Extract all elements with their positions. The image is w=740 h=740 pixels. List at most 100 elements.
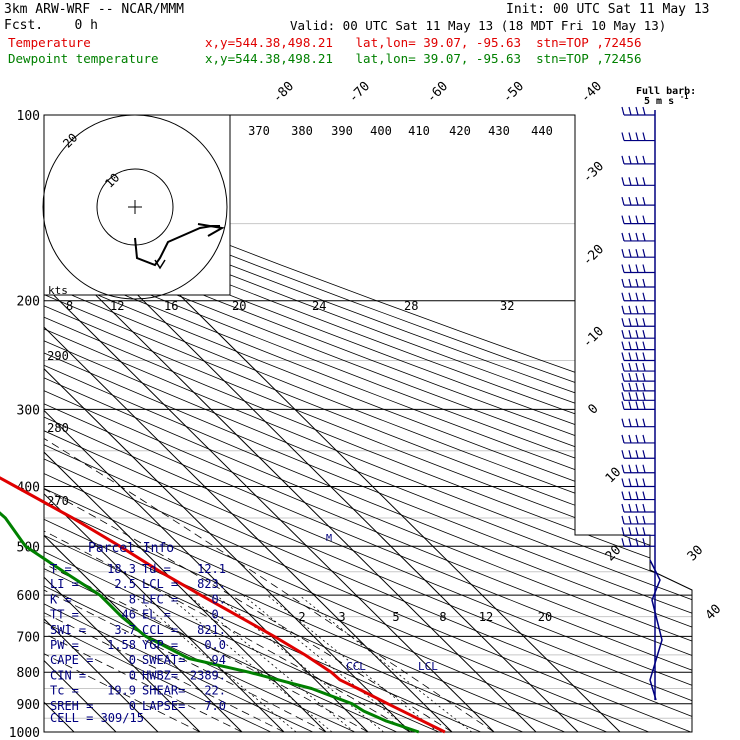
- theta-label: 420: [449, 124, 471, 138]
- wind-barb: [621, 249, 655, 258]
- low-level-wind-trace: [649, 559, 663, 701]
- speed-tick-20: 20: [232, 299, 246, 313]
- hodograph-marker: [154, 259, 166, 270]
- theta-label: 370: [248, 124, 270, 138]
- dry-adiabat: [44, 115, 692, 732]
- mixing-ratio-label: 3: [338, 610, 345, 624]
- wind-barb: [621, 450, 655, 459]
- mixing-ratio-label: 8: [439, 610, 446, 624]
- wind-barb: [621, 503, 655, 513]
- temperature-location: x,y=544.38,498.21 lat,lon= 39.07, -95.63…: [205, 35, 642, 50]
- hodograph-arrow: [197, 223, 225, 237]
- pressure-label-700: 700: [17, 630, 40, 645]
- wind-barb: [621, 264, 655, 274]
- wind-barb: [621, 177, 655, 186]
- hodograph: 10 20: [42, 114, 231, 300]
- isotherm-label: -40: [578, 79, 605, 106]
- speed-tick-32: 32: [500, 299, 514, 313]
- dry-adiabat: [44, 115, 692, 732]
- dry-adiabat: [44, 115, 692, 732]
- parcel-key-right: YGP =: [142, 638, 178, 652]
- dry-adiabat: [44, 115, 692, 732]
- parcel-key-left: TT =: [50, 608, 79, 622]
- dry-adiabat: [44, 115, 692, 732]
- wind-barb: [621, 197, 655, 206]
- dry-adiabat: [44, 115, 692, 732]
- moist-adiabat: [44, 300, 285, 732]
- parcel-value-right: 821.: [197, 623, 226, 637]
- parcel-info: Parcel Info T = 18.3 Td = 12.1 LI = 2.5 LCL = 8…: [50, 541, 226, 725]
- hodograph-speed-axis: kts 8 12 16 20 24 28 32: [48, 284, 514, 313]
- parcel-key-left: LI =: [50, 577, 79, 591]
- parcel-value-left: 0: [129, 653, 136, 667]
- theta-label: 430: [488, 124, 510, 138]
- isotherm-label: -20: [580, 242, 607, 269]
- parcel-key-left: CIN =: [50, 668, 86, 682]
- isotherm-label: 40: [703, 602, 725, 624]
- dry-adiabat: [44, 115, 271, 732]
- speed-tick-8: 8: [66, 299, 73, 313]
- kts-label: kts: [48, 284, 68, 297]
- hodograph-ring-outer: [42, 114, 228, 300]
- parcel-value-right: 94: [212, 653, 226, 667]
- parcel-cell: CELL = 309/15: [50, 711, 144, 725]
- dry-adiabat: [44, 115, 692, 732]
- dry-adiabat: [44, 115, 692, 732]
- wind-barb: [621, 527, 655, 536]
- dry-adiabat: [44, 115, 313, 732]
- barb-legend-exp: -1: [680, 93, 688, 101]
- parcel-row: K = 8 LFC = 0.: [50, 592, 226, 606]
- isotherm-label: -80: [270, 79, 297, 106]
- parcel-value-right: 0.: [212, 592, 226, 606]
- valid-time: Valid: 00 UTC Sat 11 May 13 (18 MDT Fri …: [290, 18, 667, 33]
- parcel-key-left: SWI =: [50, 623, 86, 637]
- dry-adiabat: [44, 115, 692, 732]
- parcel-row: Tc = 19.9 SHEAR= 22.: [50, 684, 226, 698]
- wind-barb: [621, 132, 655, 142]
- pressure-label-300: 300: [17, 403, 40, 418]
- isotherm-label: -60: [424, 79, 451, 106]
- m-marker: M: [326, 533, 332, 544]
- wind-barb: [621, 373, 655, 382]
- dry-adiabat: [44, 115, 481, 732]
- wind-barb: [621, 232, 655, 242]
- parcel-value-right: 22.: [204, 684, 226, 698]
- ccl-marker: CCL: [346, 660, 366, 673]
- dry-adiabat: [44, 115, 692, 732]
- wind-barb: [621, 215, 655, 225]
- isotherm-label: -50: [500, 79, 527, 106]
- wind-barb: [621, 401, 655, 410]
- wind-barb: [621, 464, 655, 474]
- parcel-row: PW = 1.58 YGP = 0.0: [50, 638, 226, 652]
- parcel-value-right: 823.: [197, 577, 226, 591]
- wind-barb: [621, 418, 655, 428]
- dry-adiabat: [44, 115, 692, 732]
- dewpoint-legend: Dewpoint temperature: [8, 51, 159, 66]
- model-title: 3km ARW-WRF -- NCAR/MMM: [4, 2, 185, 17]
- parcel-row: TT = 46 EL = 0.: [50, 608, 226, 622]
- dry-adiabat: [44, 115, 692, 732]
- hodograph-center-plus: [128, 200, 142, 214]
- pressure-label-800: 800: [17, 666, 40, 681]
- parcel-row: T = 18.3 Td = 12.1: [50, 562, 226, 576]
- dry-adiabat: [44, 115, 692, 732]
- isotherm-label: -30: [580, 159, 607, 186]
- parcel-row: LI = 2.5 LCL = 823.: [50, 577, 226, 591]
- parcel-value-left: 1.58: [107, 638, 136, 652]
- isotherm-label: -10: [580, 324, 607, 351]
- mixing-ratio-label: 5: [392, 610, 399, 624]
- moist-adiabat: [44, 300, 495, 732]
- mixing-ratio-label: 2: [298, 610, 305, 624]
- parcel-key-left: T =: [50, 562, 72, 576]
- wind-barb: [621, 382, 655, 392]
- dry-adiabat: [44, 115, 692, 732]
- parcel-value-left: 2.5: [114, 577, 136, 591]
- parcel-key-right: LFC =: [142, 592, 178, 606]
- pressure-label-600: 600: [17, 589, 40, 604]
- mixing-ratio-label: 20: [538, 610, 552, 624]
- isotherm-label: 0: [585, 401, 601, 417]
- mixing-ratio-line: [298, 594, 473, 732]
- parcel-value-left: 46: [122, 608, 136, 622]
- isotherm-label: 30: [685, 543, 707, 565]
